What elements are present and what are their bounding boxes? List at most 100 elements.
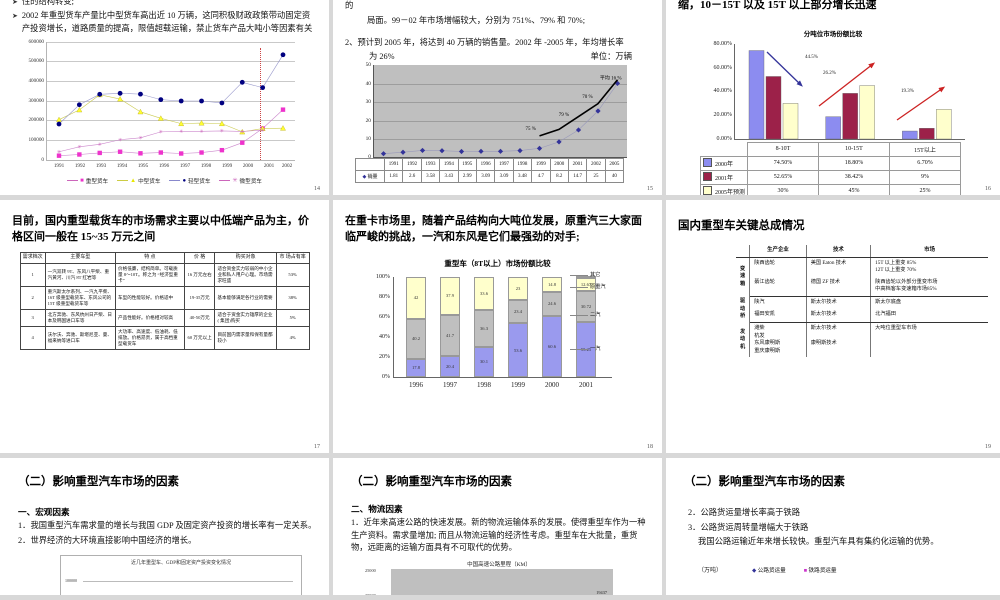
- legend-swatch-2005: [703, 186, 712, 195]
- value-cell: 4.7: [531, 170, 551, 184]
- producer-cell: 綦江齿轮: [749, 276, 807, 297]
- legend-label: 重型货车: [85, 178, 109, 185]
- table-row: 4 沃尔沃、奔驰、斯堪尼亚、曼、福来纳等进口车 大功率、高速度、低油耗、低排放。…: [19, 326, 310, 351]
- slide-title: 在重卡市场里，随着产品结构向大吨位发展，原重汽三大家面临严峻的挑战，一汽和东风是…: [345, 215, 642, 243]
- stacked-segment: 53.6: [508, 323, 528, 377]
- svg-text:✳: ✳: [77, 144, 81, 150]
- slide-20: （二）影响重型汽车市场的因素 一、宏观因素 1．我国重型汽车需求量的增长与我国 …: [0, 458, 333, 600]
- svg-text:19.3%: 19.3%: [901, 89, 914, 94]
- table-row: 2000年 74.50% 18.80% 6.70%: [699, 155, 962, 171]
- chart-title: 近几年重型车、GDP和固定资产投资变化情况: [130, 561, 231, 567]
- year-cell: 1998: [512, 158, 533, 172]
- producer-cell: 潍柴 杭发 东风康明斯 重庆康明斯: [749, 322, 807, 358]
- legend-swatch-2001: [703, 172, 712, 182]
- svg-text:75 %: 75 %: [526, 128, 536, 133]
- leader-line: [570, 286, 588, 288]
- chart-plot-area: [391, 569, 613, 595]
- legend-label: 其它: [590, 271, 601, 278]
- tech-cell: 斯太尔技术: [806, 296, 872, 310]
- svg-text:✳: ✳: [98, 142, 102, 148]
- market-share-stacked-chart: 100% 80% 60% 40% 20% 0% 17.8 40.2 42 1996 20…: [376, 272, 612, 389]
- table-row: 2001年 52.65% 38.42% 9%: [699, 169, 962, 185]
- axis-tick-label: 1997: [443, 380, 457, 389]
- group-label: 变速箱: [736, 257, 751, 297]
- slide-title: 缩，10－15T 以及 15T 以上部分增长迅速: [678, 0, 877, 11]
- demand-tier-table: 需求档次 主要车型 特 点 价 格 购买对象 市 场占有率 1 一汽双转 9T、…: [19, 251, 310, 351]
- legend-item: ■ 铁路货运量: [803, 567, 837, 574]
- model-cell: 一汽双转 9T、东风八平柴、重汽黄河、川汽 8T 红岩等: [44, 263, 117, 288]
- axis-year-cell: [355, 158, 385, 172]
- axis-tick-label: 1999: [511, 380, 525, 389]
- stacked-segment: 14.8: [542, 276, 562, 292]
- svg-text:70 %: 70 %: [582, 95, 592, 100]
- year-cell: 2005: [604, 158, 625, 172]
- svg-text:44.5%: 44.5%: [805, 55, 818, 60]
- table-row: 2 重汽斯太尔系列、一汽九平柴、16T 级重型载货车、东风公司的 15T 级重型…: [19, 286, 310, 311]
- stacked-segment: 30.72: [576, 290, 596, 322]
- year-cell: 2001: [567, 158, 588, 172]
- sales-data-table: 1991 1992 1993 1994 1995 1996 1997 1998 1999…: [355, 158, 625, 184]
- model-cell: 重汽斯太尔系列、一汽九平柴、16T 级重型载货车、东风公司的 15T 级重型载货…: [44, 286, 117, 311]
- legend-item: ▲ 中型货车: [117, 177, 160, 185]
- axis-tick-label: 100000: [65, 578, 77, 584]
- stacked-segment: 23.4: [508, 299, 528, 324]
- col-header: 购买对象: [214, 251, 277, 265]
- col-header: 价 格: [183, 251, 216, 265]
- table-row: 綦江齿轮 德国 ZF 技术 陕西齿轮以外部分重变市场 中高档客车变速箱市场85%: [736, 276, 988, 297]
- slide-title: （二）影响重型汽车市场的因素: [684, 476, 845, 488]
- price-cell: 40-50万元: [183, 309, 216, 328]
- value-cell: 2.99: [457, 170, 477, 184]
- market-cell: 15T 以上重变 85% 12T 以上重变 70%: [875, 259, 917, 274]
- legend-swatch-2000: [703, 158, 712, 168]
- chart-title: 分吨位市场份额比较: [803, 30, 863, 38]
- page-number: 17: [314, 444, 320, 450]
- svg-text:79 %: 79 %: [559, 114, 569, 119]
- text-line: 为 26%: [369, 51, 395, 61]
- legend-label: 2005年预测: [715, 190, 746, 197]
- share-cell: 53%: [275, 263, 310, 288]
- heavy-truck-sales-chart: 50 40 30 20 10 0 75 % 79 % 70 % 平均 16 %: [366, 62, 627, 160]
- tech-cell: 斯太尔技术: [806, 309, 872, 324]
- svg-text:✳: ✳: [199, 129, 203, 135]
- gridline: [83, 581, 293, 583]
- share-cell: 4%: [275, 326, 310, 351]
- section-subtitle: 二、物流因素: [351, 503, 403, 514]
- tier-cell: 3: [19, 309, 46, 328]
- page-number: 19: [985, 444, 991, 450]
- tier-cell: 2: [19, 286, 46, 311]
- value-cell: 25%: [889, 183, 962, 195]
- year-cell: 2000: [549, 158, 569, 172]
- table-row: 2005年预测 30% 45% 25%: [699, 183, 962, 197]
- slide-18: 在重卡市场里，随着产品结构向大吨位发展，原重汽三大家面临严峻的挑战，一汽和东风是…: [333, 200, 666, 458]
- svg-text:✳: ✳: [118, 137, 122, 143]
- list-item: 我国公路运输近年来增长较快。重型汽车具有集约化运输的优势。: [698, 537, 939, 547]
- tier-cell: 1: [19, 263, 46, 288]
- text-line: 局面。99－02 年市场增幅较大，分别为 751%、79% 和 70%;: [367, 15, 586, 25]
- share-cell: 5%: [275, 309, 310, 328]
- unit-label: 单位：万辆: [590, 51, 633, 61]
- value-cell: 38.42%: [818, 169, 891, 185]
- category-cell: 8-10T: [747, 141, 820, 157]
- col-header: 主要车型: [44, 251, 117, 265]
- svg-text:✳: ✳: [138, 135, 142, 141]
- page-number: 15: [647, 186, 653, 192]
- col-header: 需求档次: [19, 251, 46, 265]
- tech-cell: 德国 ZF 技术: [806, 276, 872, 297]
- unit-label: （万吨）: [698, 568, 723, 575]
- slide-title: （二）影响重型汽车市场的因素: [351, 476, 512, 488]
- legend-item: ● 轻型货车: [169, 177, 210, 185]
- feature-cell: 产品性能好。价格相对较高: [115, 309, 185, 328]
- page-number: 16: [985, 186, 991, 192]
- share-cell: 38%: [275, 286, 310, 311]
- slide-14: ➤ 性的结构转变; ➤ 2002 年重型货车产量比中型货车高出近 10 万辆，这…: [0, 0, 333, 200]
- tech-cell: 斯太尔技术 康明斯技术: [806, 322, 872, 358]
- list-item: 2．世界经济的大环境直接影响中国经济的增长。: [18, 535, 197, 545]
- svg-text:平均 16 %: 平均 16 %: [600, 75, 622, 82]
- series-label-cell: ◆ 销量: [355, 170, 385, 184]
- legend-item: ◆ 公路货运量: [752, 567, 786, 574]
- tonnage-share-bar-chart: 80.00% 60.00% 40.00% 20.00% 0.00% 44.5% 2…: [714, 41, 965, 142]
- svg-text:✳: ✳: [240, 129, 244, 135]
- stacked-bar: 53.6 23.4 23 1999: [508, 276, 528, 389]
